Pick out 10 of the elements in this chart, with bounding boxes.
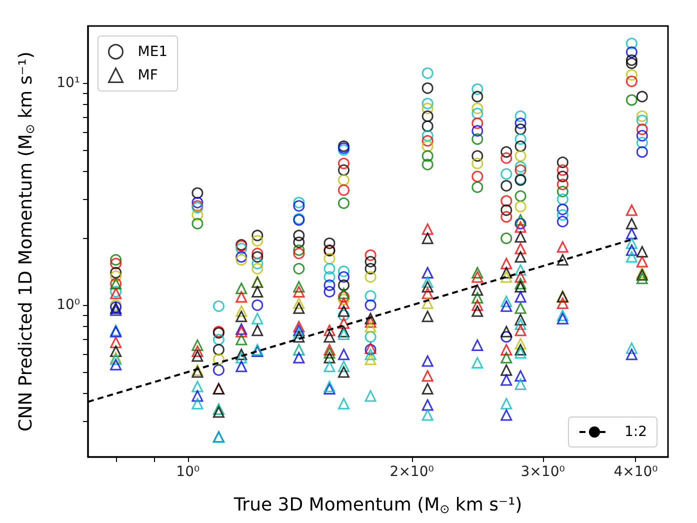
- legend-label: MF: [138, 67, 158, 84]
- x-tick-label: 3×10⁰: [520, 464, 566, 480]
- x-tick-label: 2×10⁰: [390, 464, 434, 480]
- y-tick-label: 10¹: [56, 75, 80, 92]
- legend-label: 1:2: [624, 424, 647, 440]
- x-axis-title: True 3D Momentum (M⊙ km s⁻¹): [232, 494, 522, 516]
- legend-label: ME1: [138, 44, 168, 60]
- y-axis-title: CNN Predicted 1D Momentum (M⊙ km s⁻¹): [16, 52, 37, 432]
- x-tick-label: 10⁰: [176, 464, 200, 480]
- x-tick-label: 4×10⁰: [614, 464, 658, 480]
